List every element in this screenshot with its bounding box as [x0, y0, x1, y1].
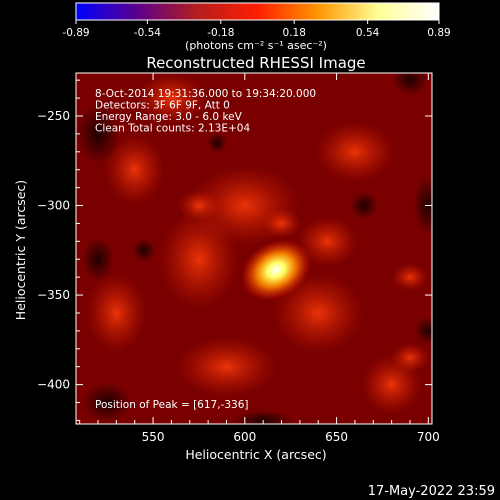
emission-source	[392, 263, 428, 291]
peak-position-label: Position of Peak = [617,-336]	[95, 399, 249, 411]
y-tick-label: −400	[37, 378, 70, 392]
plot-frame	[75, 72, 433, 425]
annotation-line: 8-Oct-2014 19:31:36.000 to 19:34:20.000	[95, 88, 316, 100]
emission-source	[262, 208, 301, 239]
colorbar-tick-label: 0.89	[427, 27, 450, 39]
y-tick-label: −250	[37, 109, 70, 123]
annotation-line: Clean Total counts: 2.13E+04	[95, 123, 250, 135]
colorbar-tick-label: 0.54	[356, 27, 380, 39]
x-tick-label: 550	[142, 430, 165, 444]
heatmap-image	[76, 73, 432, 424]
x-tick-label: 600	[233, 430, 256, 444]
y-tick-label: −350	[37, 288, 70, 302]
emission-source	[390, 343, 430, 373]
x-tick-label: 700	[417, 430, 440, 444]
x-axis-label: Heliocentric X (arcsec)	[185, 447, 326, 462]
colorbar-tick-label: -0.18	[207, 27, 234, 39]
x-axis: 550 600 650 700	[79, 73, 440, 444]
peak-source	[241, 239, 311, 301]
colorbar-ticks: -0.89 -0.54 -0.18 0.18 0.54 0.89	[62, 20, 451, 39]
colorbar-tick-label: -0.54	[134, 27, 161, 39]
colorbar-bar	[75, 2, 440, 21]
x-tick-label: 650	[325, 430, 348, 444]
emission-source	[178, 189, 220, 222]
colorbar-units: (photons cm⁻² s⁻¹ asec⁻²)	[185, 39, 327, 52]
render-timestamp: 17-May-2022 23:59	[368, 484, 495, 499]
y-axis-label: Heliocentric Y (arcsec)	[13, 180, 28, 320]
chart-title: Reconstructed RHESSI Image	[146, 54, 365, 72]
y-axis: −250 −300 −350 −400	[37, 79, 432, 421]
annotation-line: Detectors: 3F 6F 9F, Att 0	[95, 100, 230, 112]
observation-annotations: 8-Oct-2014 19:31:36.000 to 19:34:20.000D…	[95, 88, 316, 135]
y-tick-label: −300	[37, 199, 70, 213]
annotation-line: Energy Range: 3.0 - 6.0 keV	[95, 111, 243, 123]
colorbar-tick-label: 0.18	[283, 27, 306, 39]
colorbar-tick-label: -0.89	[62, 27, 89, 39]
